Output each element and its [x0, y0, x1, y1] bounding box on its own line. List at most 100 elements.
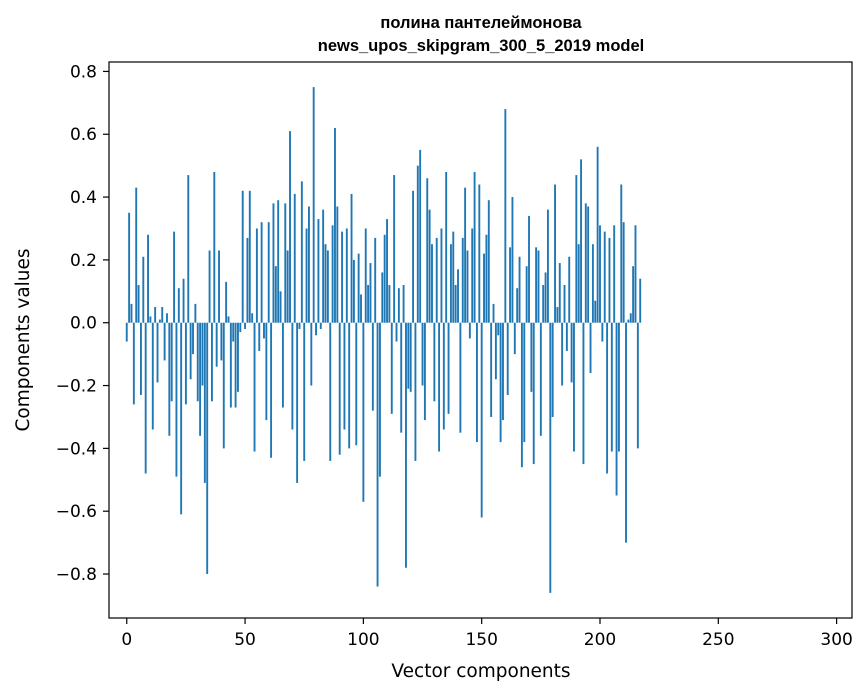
bar — [173, 231, 176, 323]
bar — [542, 285, 545, 323]
bar — [220, 322, 223, 361]
bar — [577, 244, 580, 323]
bar — [435, 237, 438, 323]
bar — [203, 322, 206, 483]
bar — [227, 316, 230, 323]
bar — [570, 322, 573, 383]
bar — [251, 313, 254, 323]
bar — [213, 171, 216, 323]
bar — [326, 250, 329, 323]
bar — [215, 322, 218, 367]
bar — [390, 322, 393, 414]
bar — [182, 278, 185, 323]
bar — [549, 322, 552, 593]
x-tick-label: 50 — [234, 630, 256, 650]
bar — [144, 322, 147, 474]
bar — [331, 225, 334, 323]
bar — [523, 322, 526, 443]
bar — [554, 184, 556, 323]
bar — [310, 322, 313, 386]
bar — [149, 316, 152, 323]
y-axis-label: Components values — [13, 248, 34, 431]
bar — [308, 206, 310, 323]
plot-frame — [108, 61, 853, 619]
bar — [225, 281, 228, 323]
bar — [315, 322, 317, 336]
bar — [196, 322, 199, 402]
bar — [270, 322, 273, 458]
bar — [253, 322, 256, 452]
bar — [293, 193, 296, 323]
y-tick-label: −0.2 — [56, 377, 97, 397]
bar — [388, 285, 391, 323]
bar — [279, 291, 282, 323]
bar — [449, 244, 452, 323]
y-tick-label: −0.4 — [56, 439, 97, 459]
y-axis: −0.8 −0.6 −0.4 −0.2 0.0 0.2 0.4 0.6 0.8 — [56, 62, 109, 585]
bar — [267, 222, 270, 323]
bar — [341, 231, 344, 323]
bar — [412, 190, 415, 323]
bar — [360, 294, 362, 323]
bar — [632, 266, 635, 323]
bar — [452, 231, 455, 323]
bar — [400, 322, 403, 433]
bar — [603, 231, 606, 323]
bar — [289, 131, 291, 323]
x-tick-label: 0 — [121, 630, 132, 650]
bar — [613, 225, 616, 323]
bar — [561, 322, 564, 386]
bar — [440, 228, 443, 323]
bar — [277, 200, 280, 323]
bar — [147, 234, 149, 323]
bar — [466, 250, 469, 323]
bar — [629, 313, 632, 323]
bar — [397, 288, 400, 323]
bar — [414, 322, 417, 461]
bar — [606, 322, 609, 474]
bar — [364, 228, 367, 323]
bar — [589, 322, 592, 373]
bar — [546, 209, 549, 323]
bar — [636, 322, 639, 449]
bar — [551, 322, 554, 417]
bar — [565, 322, 568, 351]
bar — [348, 322, 351, 449]
bar — [421, 322, 424, 386]
bar — [476, 322, 478, 443]
bar — [532, 322, 535, 465]
bar — [431, 244, 433, 323]
chart-title-line1: полина пантелеймонова — [380, 14, 582, 32]
bar — [584, 203, 587, 323]
bar — [312, 87, 315, 323]
bar — [208, 250, 211, 323]
bar — [317, 219, 320, 323]
bar — [468, 322, 471, 339]
x-axis: 0 50 100 150 200 250 300 — [121, 618, 853, 650]
bar — [426, 178, 429, 323]
bar — [265, 322, 268, 421]
bar — [130, 303, 133, 323]
bar — [246, 237, 249, 323]
bar — [487, 200, 490, 323]
bar — [163, 322, 166, 361]
bar — [490, 322, 493, 417]
bar — [369, 263, 372, 323]
bar — [350, 193, 353, 323]
x-axis-label: Vector components — [391, 661, 570, 682]
bar — [622, 222, 625, 323]
bar — [248, 190, 251, 323]
bar — [180, 322, 183, 515]
bar — [345, 228, 348, 323]
bar — [237, 322, 239, 392]
bar — [222, 322, 225, 449]
bar — [471, 228, 474, 323]
bar — [355, 322, 358, 446]
bar — [497, 322, 500, 336]
bar — [194, 303, 197, 323]
bar — [184, 322, 187, 405]
x-tick-label: 250 — [702, 630, 734, 650]
bar — [199, 322, 202, 436]
bar — [525, 266, 528, 323]
bar — [599, 225, 601, 323]
